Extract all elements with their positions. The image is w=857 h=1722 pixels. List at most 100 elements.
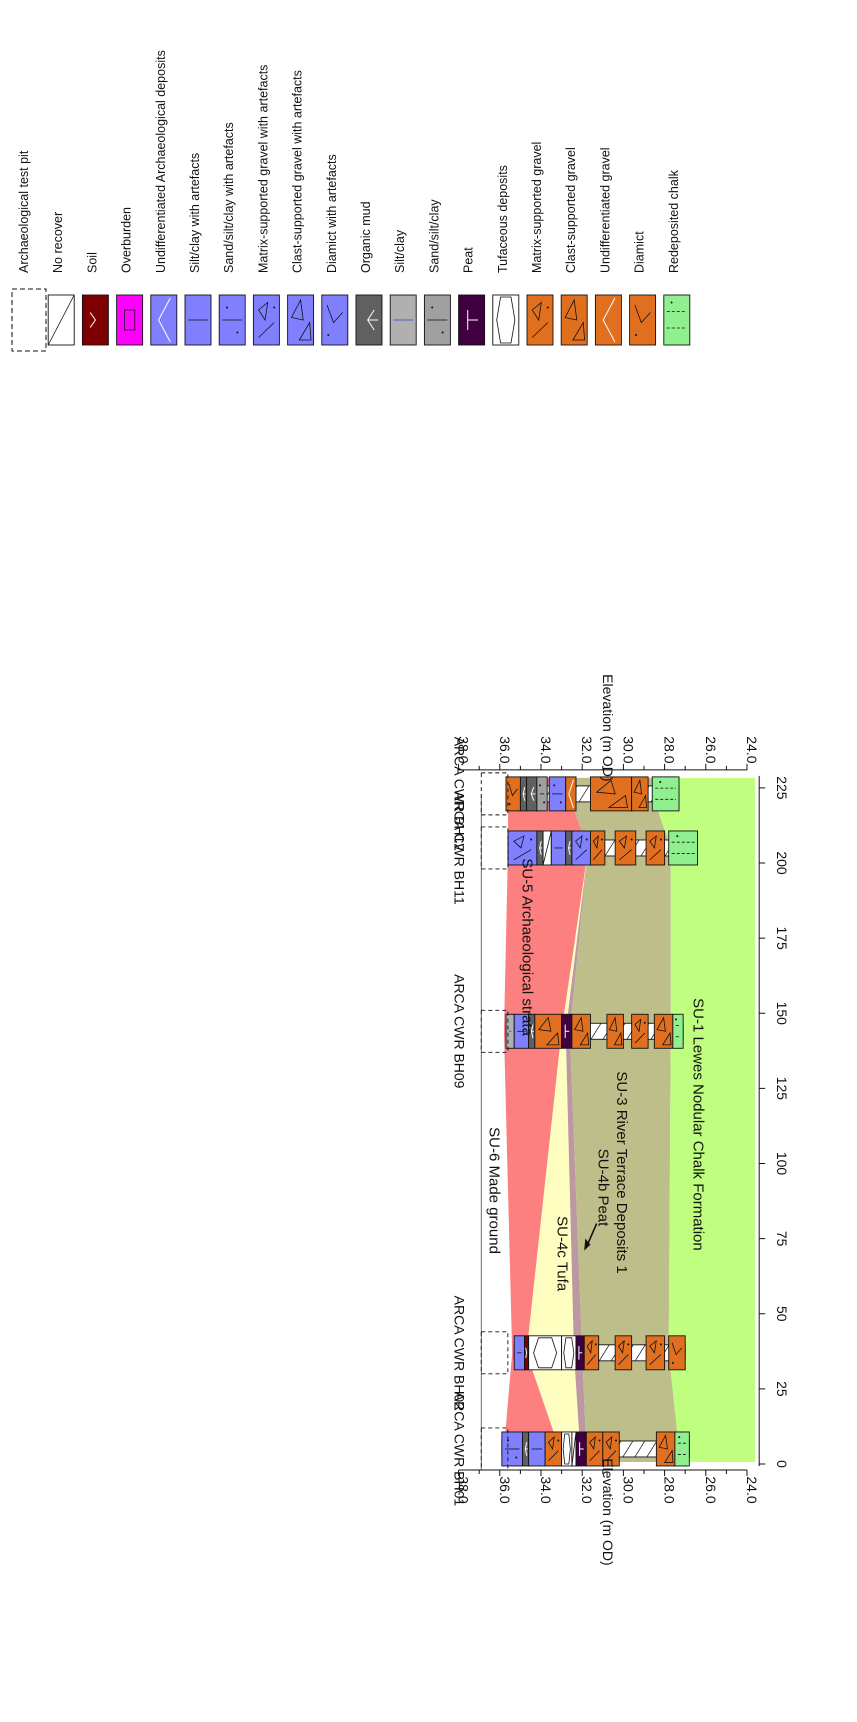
- elevation-tick-label: 24.0: [744, 736, 760, 763]
- unit-su4b: [565, 777, 589, 1462]
- legend-item: Soil: [81, 252, 109, 346]
- log-bh02-5: [583, 1335, 600, 1371]
- log-bh02-8-dot: [671, 1362, 674, 1365]
- log-bh01-8-dot: [614, 1439, 617, 1442]
- log-bh11-0: [507, 830, 538, 866]
- log-bh01-1: [522, 1431, 530, 1467]
- log-bh01-7-clast: [589, 1450, 600, 1462]
- log-bh12-4-dot: [559, 801, 562, 804]
- log-bh11-8-fill: [645, 830, 666, 866]
- legend-swatch-fill: [629, 294, 657, 346]
- legend-swatch: [492, 294, 520, 346]
- elevation-tick-label: 32.0: [579, 736, 595, 763]
- legend-item: Diamict: [629, 231, 657, 346]
- elevation-tick-label: 24.0: [744, 1476, 760, 1503]
- log-bh11-0-clast: [513, 849, 532, 861]
- legend-swatch: [629, 294, 657, 346]
- log-bh12-8-dot: [659, 780, 662, 783]
- test-pit-bh11: [480, 826, 509, 870]
- legend-label: Redeposited chalk: [667, 169, 681, 273]
- legend-swatch: [526, 294, 554, 346]
- log-bh12-3-dot: [543, 801, 546, 804]
- log-bh11-9: [668, 830, 699, 866]
- legend-swatch: [150, 294, 178, 346]
- log-bh02-5-dot: [594, 1343, 597, 1346]
- log-bh12-6-clast: [595, 779, 616, 795]
- legend-label: Peat: [462, 247, 476, 273]
- legend-swatch-clast: [258, 322, 275, 338]
- log-bh01-3-clast: [547, 1436, 555, 1451]
- elevation-tick-label: 38.0: [456, 736, 472, 763]
- distance-tick-label: 175: [774, 926, 790, 950]
- legend-swatch-test-pit: [11, 288, 47, 352]
- log-bh02-4: [575, 1335, 585, 1371]
- borehole-bh09: ARCA CWR BH09: [451, 974, 684, 1089]
- legend-swatch-clast: [326, 304, 343, 324]
- unit-polygons: [480, 777, 756, 1470]
- test-pit-bh12: [480, 772, 509, 816]
- log-bh02-7-clast: [649, 1354, 662, 1366]
- legend-label: Undifferentiated Archaeological deposits: [154, 50, 168, 273]
- legend-item: Tufaceous deposits: [492, 165, 520, 346]
- log-bh12-5: [565, 776, 577, 812]
- legend-item: Overburden: [116, 207, 144, 346]
- log-bh01-3-fill: [544, 1431, 563, 1467]
- log-bh11-8: [645, 830, 666, 866]
- log-bh09-5-clast: [579, 1031, 590, 1046]
- legend-swatch: [355, 294, 383, 346]
- log-bh01-10-dot: [678, 1436, 681, 1439]
- log-bh02-6-clast: [618, 1354, 629, 1365]
- log-bh11-7: [614, 830, 637, 866]
- legend-swatch: [218, 294, 246, 346]
- log-bh02-2: [528, 1335, 563, 1371]
- log-bh12-1: [519, 776, 528, 812]
- log-bh12-7-clast: [638, 794, 647, 808]
- log-bh09-0: [505, 1013, 515, 1049]
- legend-swatch-clast: [290, 298, 304, 321]
- log-bh11-3: [550, 830, 567, 866]
- legend-swatch-dot: [236, 331, 239, 334]
- legend-swatch: [560, 294, 588, 346]
- log-bh12-2: [526, 776, 538, 812]
- unit-labels: SU-6 Made ground SU-5 Archaeological stra…: [486, 858, 707, 1291]
- legend-swatch-fill: [526, 294, 554, 346]
- log-bh02-3: [561, 1335, 577, 1371]
- log-bh01-8: [602, 1431, 620, 1467]
- borehole-bh12-hatch: [578, 785, 590, 803]
- legend-swatch: [116, 294, 144, 346]
- log-bh01-8-clast: [605, 1436, 613, 1451]
- axes: 0 25 50 75 100 125 150 175 200 225 24.0 26.0 28.0 30.…: [456, 674, 791, 1566]
- log-bh02-0: [513, 1335, 525, 1371]
- elevation-tick-label: 36.0: [497, 736, 513, 763]
- log-bh12-5-chevron: [568, 779, 574, 809]
- legend-swatch: [458, 294, 486, 346]
- elevation-tick-label: 28.0: [662, 736, 678, 763]
- legend-item: Silt/clay with artefacts: [184, 153, 212, 346]
- log-bh11-2: [542, 830, 552, 866]
- log-bh02-5-fill: [583, 1335, 600, 1371]
- legend-label: Clast-supported gravel: [564, 147, 578, 273]
- log-bh09-6-clast: [608, 1016, 618, 1032]
- log-bh01-3-dot: [557, 1439, 560, 1442]
- log-bh11-2-hatch: [542, 830, 552, 866]
- log-bh11-9-dot: [676, 835, 679, 838]
- log-bh09-9: [672, 1013, 684, 1049]
- legend-label: Archaeological test pit: [17, 150, 31, 273]
- log-bh02-2-hex: [533, 1337, 558, 1369]
- log-bh09-5: [571, 1013, 591, 1049]
- legend-label: No recover: [51, 212, 65, 273]
- log-bh02-7-clast: [649, 1339, 657, 1354]
- legend-swatch-fill: [663, 294, 691, 346]
- legend-label: Matrix-supported gravel with artefacts: [256, 65, 270, 273]
- legend-item: Silt/clay: [389, 229, 417, 346]
- log-bh09-6: [606, 1013, 624, 1049]
- legend-swatch-dot: [635, 334, 638, 336]
- log-bh02-2-fill: [528, 1335, 563, 1371]
- log-bh11-8-clast: [649, 849, 662, 861]
- log-bh02-3-hex: [563, 1337, 575, 1369]
- legend-item: Diamict with artefacts: [321, 154, 349, 346]
- legend-item: Organic mud: [355, 201, 383, 346]
- legend-label: Organic mud: [359, 201, 373, 273]
- elevation-tick-label: 26.0: [703, 1476, 719, 1503]
- log-bh01-6: [575, 1431, 587, 1467]
